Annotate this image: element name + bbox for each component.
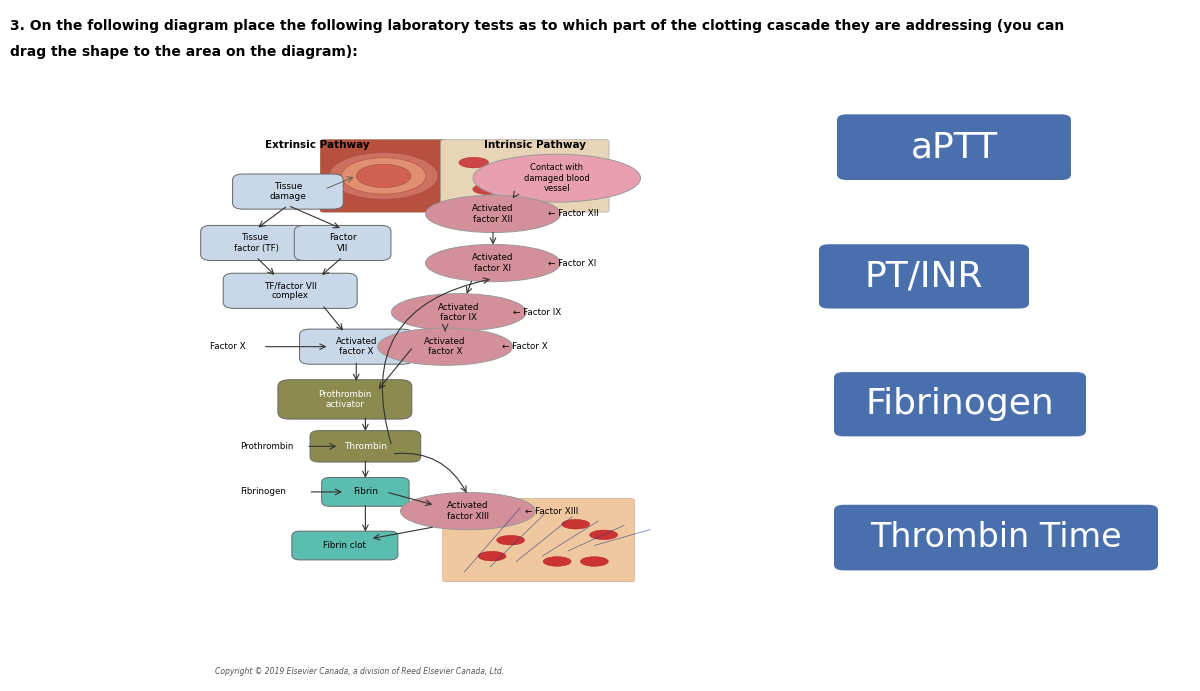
Text: Factor X: Factor X — [210, 342, 246, 351]
FancyBboxPatch shape — [320, 140, 446, 212]
Ellipse shape — [426, 245, 560, 282]
Ellipse shape — [506, 509, 534, 518]
Ellipse shape — [356, 164, 410, 187]
Ellipse shape — [341, 158, 426, 194]
FancyBboxPatch shape — [223, 273, 358, 308]
Ellipse shape — [562, 520, 589, 529]
FancyBboxPatch shape — [200, 225, 311, 261]
Text: ← Factor IX: ← Factor IX — [514, 307, 562, 316]
Text: Intrinsic Pathway: Intrinsic Pathway — [484, 140, 586, 150]
Text: Activated
factor XIII: Activated factor XIII — [446, 502, 488, 521]
Text: Tissue
damage: Tissue damage — [270, 182, 306, 201]
Ellipse shape — [482, 169, 503, 178]
FancyBboxPatch shape — [440, 140, 610, 212]
Text: Factor
VII: Factor VII — [329, 234, 356, 253]
Text: 3. On the following diagram place the following laboratory tests as to which par: 3. On the following diagram place the fo… — [10, 19, 1064, 33]
Text: TF/factor VII
complex: TF/factor VII complex — [264, 281, 317, 301]
Ellipse shape — [401, 493, 535, 530]
Text: Activated
factor X: Activated factor X — [425, 337, 466, 357]
Text: PT/INR: PT/INR — [865, 259, 983, 294]
Ellipse shape — [458, 158, 488, 168]
Text: drag the shape to the area on the diagram):: drag the shape to the area on the diagra… — [10, 45, 358, 59]
Text: Fibrinogen: Fibrinogen — [865, 387, 1055, 422]
Text: Fibrin clot: Fibrin clot — [324, 541, 366, 550]
Text: Activated
factor IX: Activated factor IX — [438, 303, 480, 322]
Ellipse shape — [510, 161, 530, 169]
Ellipse shape — [473, 184, 503, 195]
Ellipse shape — [469, 520, 497, 529]
Text: Thrombin Time: Thrombin Time — [870, 521, 1122, 554]
Ellipse shape — [492, 165, 521, 176]
Ellipse shape — [581, 557, 608, 566]
Text: ← Factor XIII: ← Factor XIII — [524, 507, 578, 515]
Text: Fibrinogen: Fibrinogen — [240, 487, 286, 496]
FancyBboxPatch shape — [292, 531, 398, 560]
Ellipse shape — [426, 196, 560, 233]
Text: Prothrombin
activator: Prothrombin activator — [318, 390, 372, 409]
Ellipse shape — [473, 154, 641, 202]
Ellipse shape — [557, 182, 577, 191]
FancyBboxPatch shape — [310, 430, 421, 462]
Ellipse shape — [538, 155, 568, 165]
FancyBboxPatch shape — [300, 329, 413, 364]
Text: Prothrombin: Prothrombin — [240, 442, 294, 451]
Text: Contact with
damaged blood
vessel: Contact with damaged blood vessel — [524, 163, 589, 193]
FancyBboxPatch shape — [233, 174, 343, 209]
Text: Activated
factor X: Activated factor X — [336, 337, 377, 357]
Ellipse shape — [544, 557, 571, 566]
FancyBboxPatch shape — [278, 380, 412, 419]
Ellipse shape — [529, 178, 558, 189]
Ellipse shape — [589, 530, 618, 540]
Text: Copyright © 2019 Elsevier Canada, a division of Reed Elsevier Canada, Ltd.: Copyright © 2019 Elsevier Canada, a divi… — [216, 667, 504, 676]
Ellipse shape — [378, 328, 512, 366]
Text: aPTT: aPTT — [911, 130, 997, 164]
Text: Tissue
factor (TF): Tissue factor (TF) — [234, 234, 278, 253]
Text: Activated
factor XII: Activated factor XII — [473, 205, 514, 224]
Ellipse shape — [391, 294, 527, 331]
Text: Extrinsic Pathway: Extrinsic Pathway — [265, 140, 370, 150]
Ellipse shape — [497, 536, 524, 545]
FancyBboxPatch shape — [322, 477, 409, 507]
Text: Thrombin: Thrombin — [344, 442, 386, 451]
FancyBboxPatch shape — [294, 225, 391, 261]
Ellipse shape — [478, 551, 506, 561]
FancyBboxPatch shape — [443, 499, 635, 582]
Ellipse shape — [329, 153, 438, 199]
Text: Activated
factor XI: Activated factor XI — [473, 254, 514, 273]
Ellipse shape — [562, 165, 590, 176]
Text: ← Factor XI: ← Factor XI — [547, 258, 596, 267]
Text: Fibrin: Fibrin — [353, 487, 378, 496]
Text: ← Factor XII: ← Factor XII — [547, 209, 599, 218]
Text: ← Factor X: ← Factor X — [502, 342, 548, 351]
